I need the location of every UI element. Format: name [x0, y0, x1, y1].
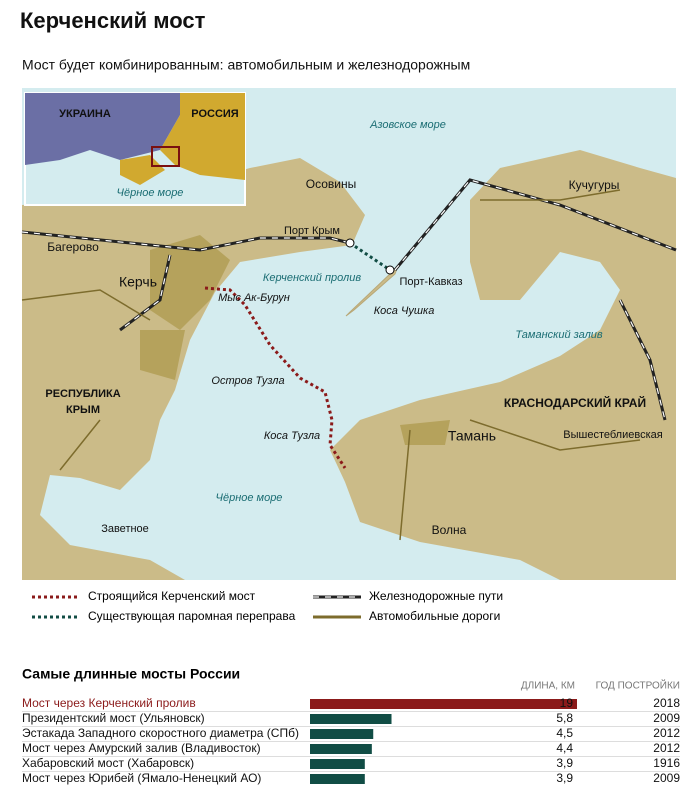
title: Керченский мост — [20, 8, 206, 33]
legend-label: Существующая паромная переправа — [88, 609, 296, 623]
map-label: Заветное — [101, 523, 149, 535]
map-label: Керчь — [119, 274, 157, 290]
value-label: 3,9 — [556, 771, 573, 785]
inset-label: УКРАИНА — [59, 108, 111, 120]
year: 2012 — [653, 726, 680, 740]
map-label: РЕСПУБЛИКА — [45, 388, 120, 400]
map-label: КРАСНОДАРСКИЙ КРАЙ — [504, 395, 646, 410]
map: УКРАИНА РОССИЯ Чёрное море Азовское море Куч… — [21, 88, 677, 580]
map-label: Мыс Ак-Бурун — [218, 292, 290, 304]
crimea-land — [22, 158, 365, 580]
row-label: Мост через Амурский залив (Владивосток) — [22, 741, 261, 755]
map-label: Таманский залив — [515, 329, 603, 341]
map-label: КРЫМ — [66, 404, 100, 416]
map-label: Керченский пролив — [263, 272, 361, 284]
year: 2012 — [653, 741, 680, 755]
year: 1916 — [653, 756, 680, 770]
inset-crimea — [120, 155, 165, 185]
value-label: 3,9 — [556, 756, 573, 770]
map-label: Тамань — [448, 428, 496, 444]
value-label: 4,5 — [556, 726, 573, 740]
bar — [310, 729, 374, 739]
bar — [310, 714, 392, 724]
road — [21, 189, 641, 541]
map-label: Багерово — [47, 240, 99, 254]
bridge-route — [204, 286, 347, 469]
inset-ukraine — [25, 93, 180, 165]
map-label: Чёрное море — [216, 492, 283, 504]
map-label: Коса Тузла — [264, 430, 320, 442]
port — [345, 238, 355, 248]
subtitle: Мост будет комбинированным: автомобильны… — [22, 57, 470, 73]
railway-dash — [21, 179, 677, 421]
row-label: Эстакада Западного скоростного диаметра … — [22, 726, 299, 740]
inset — [24, 92, 246, 206]
map-label: Остров Тузла — [211, 375, 284, 387]
bar — [310, 759, 365, 769]
value-label: 19 — [560, 696, 574, 710]
inset-label: РОССИЯ — [191, 108, 239, 120]
inset-russia — [160, 93, 245, 180]
legend-label: Автомобильные дороги — [369, 609, 500, 623]
map-label: Порт-Кавказ — [399, 276, 462, 288]
legend-label: Строящийся Керченский мост — [88, 589, 256, 603]
map-label: Порт Крым — [284, 225, 340, 237]
year: 2018 — [653, 696, 680, 710]
column-header: ДЛИНА, КМ — [521, 681, 575, 692]
chart-title: Самые длинные мосты России — [22, 666, 240, 682]
map-label: Вышестеблиевская — [563, 429, 662, 441]
value-label: 4,4 — [556, 741, 573, 755]
bar — [310, 744, 372, 754]
row-label: Мост через Керченский пролив — [22, 696, 196, 710]
value-label: 5,8 — [556, 711, 573, 725]
row-label: Мост через Юрибей (Ямало-Ненецкий АО) — [22, 771, 261, 785]
bar — [310, 699, 577, 709]
legend: Строящийся Керченский мост Существующая … — [32, 589, 503, 623]
map-label: Азовское море — [369, 119, 446, 131]
map-label: Коса Чушка — [374, 305, 435, 317]
map-label: Кучугуры — [569, 178, 620, 192]
map-label: Волна — [432, 523, 467, 537]
column-header: ГОД ПОСТРОЙКИ — [596, 679, 680, 692]
row-label: Хабаровский мост (Хабаровск) — [22, 756, 194, 770]
year: 2009 — [653, 711, 680, 725]
legend-label: Железнодорожные пути — [369, 589, 503, 603]
ferry-route — [349, 241, 391, 272]
inset-label: Чёрное море — [117, 187, 184, 199]
taman-land — [330, 150, 676, 580]
row-label: Президентский мост (Ульяновск) — [22, 711, 205, 725]
bar — [310, 774, 365, 784]
year: 2009 — [653, 771, 680, 785]
map-label: Осовины — [306, 177, 356, 191]
port — [385, 265, 395, 275]
inset-frame — [151, 146, 180, 167]
